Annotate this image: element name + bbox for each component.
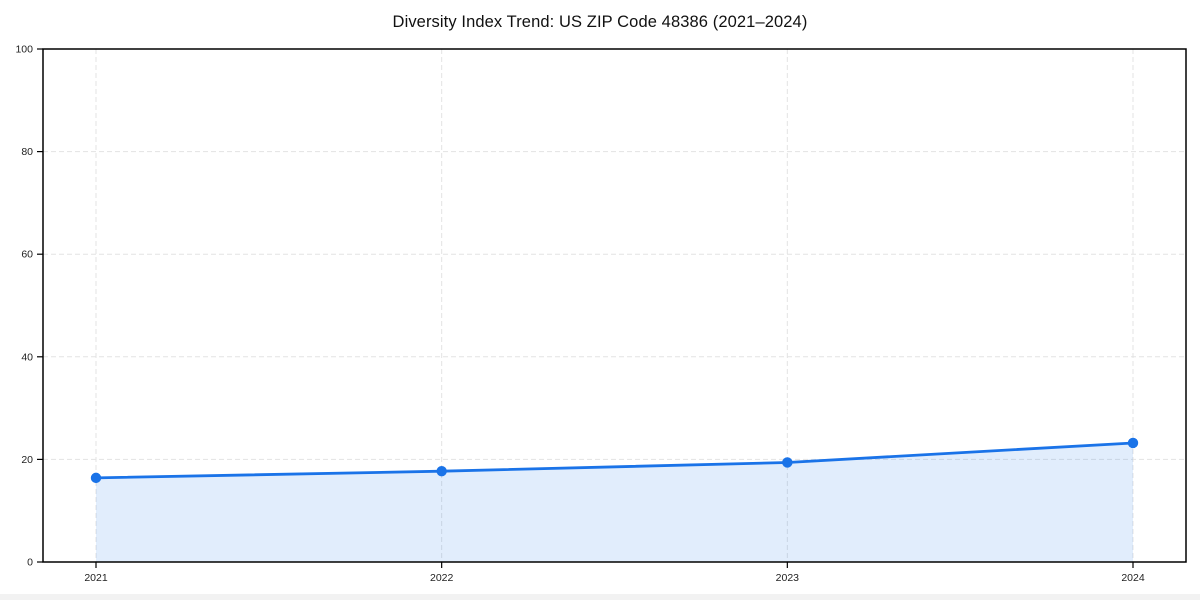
- plot-border: [42, 48, 1187, 563]
- y-tick-label: 60: [21, 249, 33, 261]
- x-tick-label: 2021: [84, 572, 108, 584]
- chart-title: Diversity Index Trend: US ZIP Code 48386…: [392, 13, 808, 31]
- bottom-edge-strip: [0, 594, 1200, 600]
- y-tick-label: 40: [21, 351, 33, 363]
- x-tick-label: 2023: [776, 572, 800, 584]
- y-tick-label: 0: [27, 557, 33, 569]
- x-tick-label: 2022: [430, 572, 454, 584]
- y-tick-label: 100: [15, 44, 33, 56]
- data-point-marker: [1127, 437, 1139, 449]
- tick-labels: 0 20 40 60 80 100 2021 2022 2023 2024: [15, 44, 1144, 585]
- y-tick-label: 80: [21, 146, 33, 158]
- data-points: [90, 437, 1139, 484]
- area-fill: [96, 442, 1133, 562]
- data-point-marker: [436, 465, 447, 477]
- axis-ticks: [37, 48, 1134, 568]
- x-tick-label: 2024: [1121, 572, 1145, 584]
- y-tick-label: 20: [21, 454, 33, 466]
- trend-line: [94, 441, 1135, 480]
- data-point-marker: [782, 457, 793, 468]
- data-point-marker: [90, 472, 102, 484]
